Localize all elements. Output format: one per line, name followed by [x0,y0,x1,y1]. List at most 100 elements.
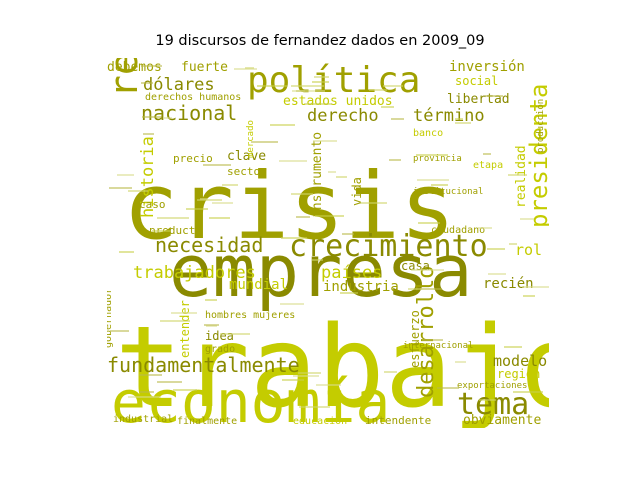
word-45: derechos humanos [145,92,241,103]
filler-mark [205,299,217,301]
page-title: 19 discursos de fernandez dados en 2009_… [155,33,485,49]
filler-mark [315,215,344,217]
word-54: gobernador [107,288,114,348]
filler-mark [455,118,463,120]
word-5: crecimiento [289,229,488,264]
filler-mark [522,286,549,288]
word-10: fundamentalmente [107,353,300,377]
filler-mark [485,95,503,97]
word-26: instrumento [310,132,325,218]
filler-mark [110,330,129,332]
filler-mark [299,406,330,408]
word-52: finalmente [177,416,237,427]
filler-mark [209,217,230,219]
filler-mark [204,324,219,326]
filler-mark [391,118,404,120]
word-20: industria [323,279,399,295]
filler-mark [296,216,310,218]
filler-mark [197,199,222,201]
word-cloud: trabajo crisis empresa economía política crec… [107,58,549,428]
filler-mark [417,179,449,181]
word-47: ciudadano [431,225,485,236]
word-57: mercado [246,120,256,158]
word-42: esfuerzo [408,310,422,368]
filler-mark [164,117,172,119]
filler-mark [408,288,422,290]
filler-mark [143,133,154,135]
filler-mark [479,399,496,401]
word-31: clave [227,149,266,164]
filler-mark [316,384,341,386]
word-1: crisis [123,153,455,260]
filler-mark [488,273,506,275]
filler-mark [508,174,527,176]
word-35: vida [350,177,364,206]
filler-mark [304,103,332,105]
filler-mark [478,227,492,229]
filler-mark [483,153,491,155]
word-7: presidenta [525,84,549,229]
word-4: política [247,60,420,101]
word-39: sector [227,165,267,178]
filler-mark [312,81,329,83]
word-59: provincia [413,154,462,164]
word-29: rol [515,241,542,259]
filler-mark [141,82,153,84]
filler-mark [381,106,394,108]
word-21: inversión [449,59,525,75]
word-41: producto [149,224,202,237]
filler-mark [212,202,233,204]
filler-mark [291,193,313,195]
filler-mark [509,243,517,245]
word-18: historia [138,136,158,218]
word-58: internacional [403,341,473,351]
filler-mark [420,288,442,290]
filler-mark [292,90,325,92]
filler-mark [139,374,162,376]
filler-mark [416,154,448,156]
word-40: caso [139,198,166,211]
filler-mark [431,184,448,186]
filler-mark [200,198,208,200]
word-11: necesidad [155,233,263,257]
word-30: recién [483,276,534,292]
filler-mark [186,208,208,210]
filler-mark [171,312,197,314]
filler-mark [257,85,287,87]
word-28: obviamente [463,413,541,428]
filler-mark [312,259,323,261]
filler-mark [291,85,324,87]
word-14: derecho [307,106,379,126]
word-55: exportaciones [457,381,527,391]
word-cloud-canvas: trabajocrisisempresaeconomíapolíticacrec… [107,58,549,428]
filler-mark [487,248,505,250]
word-44: grado [205,344,235,355]
word-56: producción [535,99,546,153]
filler-mark [128,190,148,192]
filler-mark [251,141,278,143]
word-25: estados unidos [283,94,393,109]
word-33: idea [205,329,234,343]
filler-mark [523,295,535,297]
filler-mark [203,164,231,166]
word-60: institucional [413,187,483,197]
word-12: nacional [141,101,237,125]
filler-mark [298,372,321,374]
word-13: dólares [143,75,215,95]
word-43: entender [178,300,192,358]
word-53: industrial [113,414,173,425]
word-19: modelo [493,352,547,370]
filler-mark [383,85,403,87]
filler-mark [422,339,443,341]
word-0: trabajo [115,303,549,428]
filler-mark [520,218,534,220]
filler-mark [245,67,254,69]
filler-mark [152,230,170,232]
filler-mark [411,269,444,271]
filler-mark [141,65,162,67]
word-37: social [455,74,498,88]
filler-mark [336,176,347,178]
filler-mark [384,371,397,373]
word-51: intendente [365,414,431,427]
filler-mark [270,124,295,126]
